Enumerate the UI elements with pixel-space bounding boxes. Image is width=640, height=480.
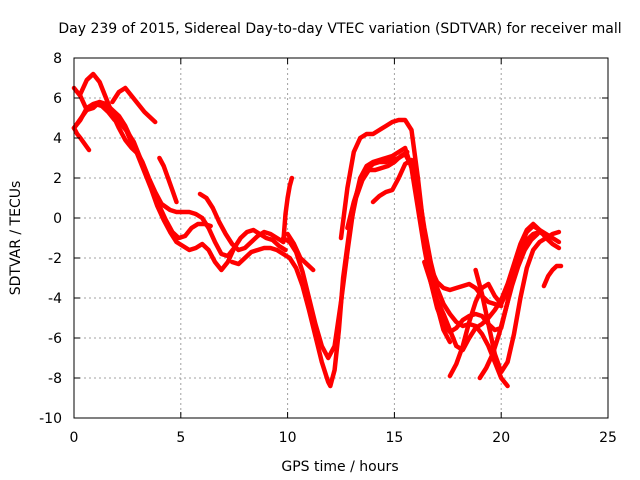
y-tick-label: 4 [53, 131, 62, 147]
x-tick-label: 10 [279, 430, 297, 446]
series-layer [71, 71, 564, 389]
series-arc-1 [71, 99, 288, 259]
y-tick-label: -2 [48, 251, 62, 267]
series-arc-20 [157, 155, 179, 205]
series-arc-12 [370, 157, 510, 389]
y-tick-label: -10 [39, 411, 62, 427]
y-tick-label: 2 [53, 171, 62, 187]
series-arc-18 [281, 175, 295, 245]
series-arc-6 [110, 85, 158, 125]
y-tick-label: -4 [48, 291, 62, 307]
x-tick-label: 25 [599, 430, 617, 446]
series-arc-4 [71, 125, 92, 153]
chart-title: Day 239 of 2015, Sidereal Day-to-day VTE… [58, 21, 621, 37]
series-arc-16 [477, 231, 540, 381]
y-axis-label: SDTVAR / TECUs [8, 181, 24, 296]
axis-ticks [73, 57, 609, 419]
series-arc-13 [422, 221, 562, 353]
y-tick-label: -6 [48, 331, 62, 347]
y-tick-label: 6 [53, 91, 62, 107]
series-arc-8 [229, 149, 410, 389]
tick-labels: 0 5 10 15 20 25 -10 -8 -6 -4 -2 0 2 4 6 8 [39, 51, 617, 446]
y-tick-label: 0 [53, 211, 62, 227]
x-tick-label: 0 [70, 430, 79, 446]
x-tick-label: 15 [385, 430, 403, 446]
series-arc-2 [71, 85, 237, 273]
series-arc-17 [541, 263, 564, 289]
series-arc-14 [447, 229, 549, 379]
y-tick-label: -8 [48, 371, 62, 387]
series-arc-7 [197, 191, 286, 253]
series-arc-5 [78, 71, 141, 157]
series-arc-19 [285, 231, 316, 273]
x-axis-label: GPS time / hours [281, 459, 398, 475]
series-arc-15 [473, 229, 562, 375]
x-tick-label: 20 [492, 430, 510, 446]
x-tick-label: 5 [176, 430, 185, 446]
plot-frame [73, 57, 609, 419]
y-tick-label: 8 [53, 51, 62, 67]
